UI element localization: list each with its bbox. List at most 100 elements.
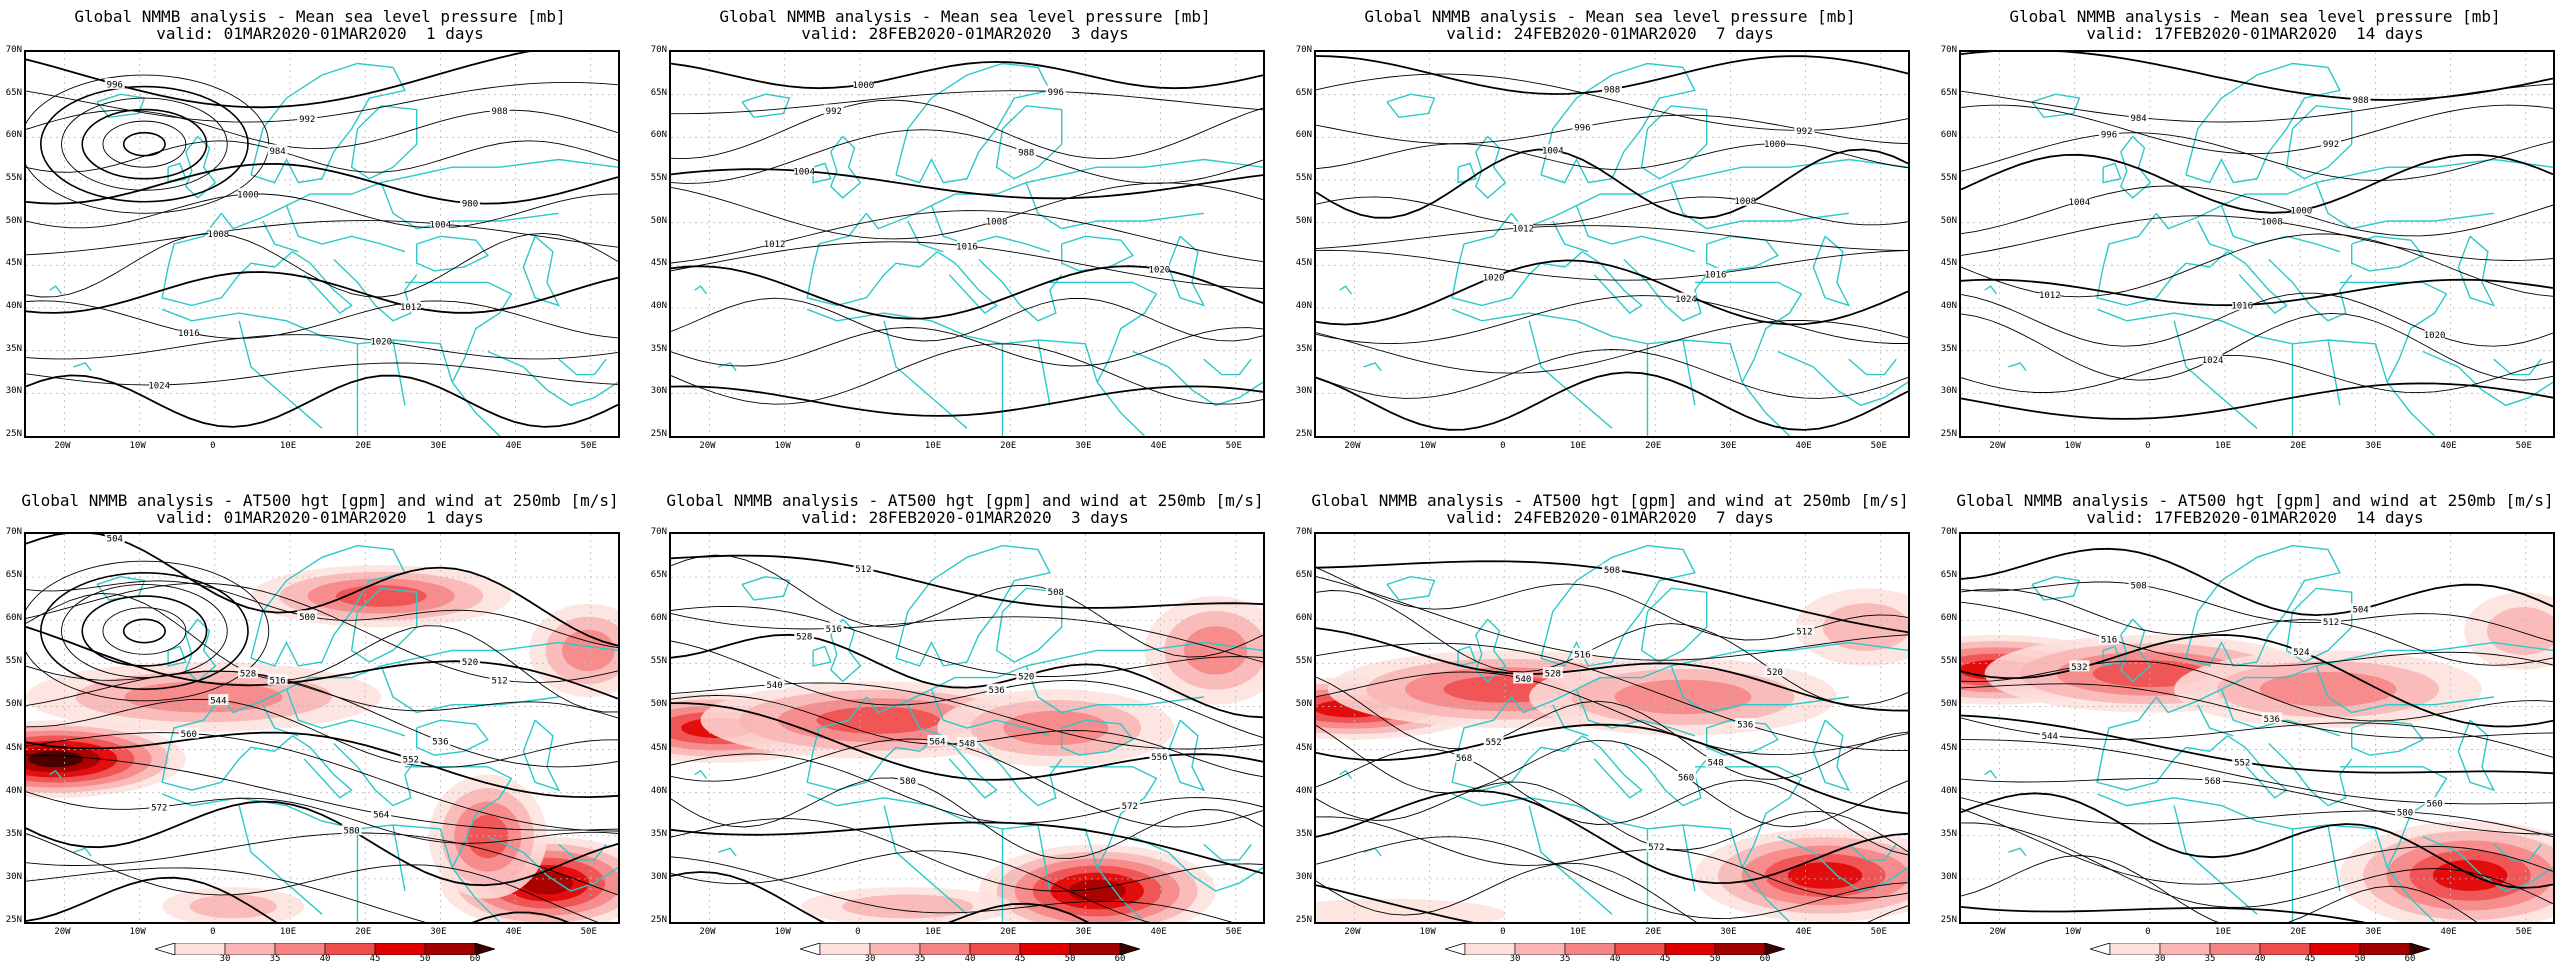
lon-label: 10W [774,927,791,937]
panel-title: Global NMMB analysis - AT500 hgt [gpm] a… [0,492,640,526]
contour-label: 992 [1796,127,1812,137]
contour-label-bg [986,683,1007,695]
lat-label: 25N [1295,915,1312,925]
coastline [2285,587,2353,663]
contour-line [26,334,618,360]
contour-label: 988 [1604,86,1620,96]
contour-line [1961,792,2553,889]
contour-label: 560 [181,730,197,740]
lat-label: 30N [1940,386,1957,397]
contour-label-bg [430,735,451,747]
contour-label-bg [2321,137,2341,149]
contour-line [26,81,618,123]
panel-valid-text: valid: 01MAR2020-01MAR2020 1 days [156,508,484,527]
coastline [350,587,418,663]
colorbar-tick: 40 [319,954,331,964]
contour-label-bg [1602,83,1622,95]
map-canvas: 504 508 512 516 524 532 536 544 552 560 568 580 [1961,534,2553,922]
colorbar-tick: 30 [864,954,876,964]
map-frame: 1000 996 992 988 1004 1008 1012 1016 1020 [669,50,1265,438]
contour-label: 552 [403,755,419,765]
coastline [1096,381,1146,436]
coastline [2031,575,2081,601]
coastline [829,135,862,199]
contour-label: 508 [1604,566,1620,576]
colorbar-tick: 30 [1509,954,1521,964]
colorbar-tick: 50 [2354,954,2366,964]
contour-line [1316,590,1908,706]
coastline [161,793,453,868]
coastline [2339,281,2448,383]
coastline [2119,135,2152,199]
coastline [487,350,618,407]
wind-speed-shading [2486,607,2553,655]
z500-panel: Global NMMB analysis - AT500 hgt [gpm] a… [1935,0,2560,964]
contour-line [26,832,618,896]
panel-valid-text: valid: 01MAR2020-01MAR2020 1 days [156,24,484,43]
coastline [262,220,299,253]
contour-label-bg [2202,353,2223,365]
contour-label-bg [1045,585,1066,597]
contour-line [1961,581,2553,643]
contour-label-bg [897,774,918,786]
contour-label-bg [2261,215,2282,227]
contour-line [1961,278,2553,307]
lon-label: 10E [279,441,297,451]
colorbar-tick: 60 [2404,954,2416,964]
panel-valid-text: valid: 28FEB2020-01MAR2020 3 days [801,508,1129,527]
contour-label: 1020 [1149,265,1171,275]
contour-label: 508 [2130,581,2146,591]
contour-line [671,554,1263,658]
map-canvas: 508 512 516 520 528 536 540 548 552 560 568 572 [1316,534,1908,922]
lon-label: 20W [54,441,71,451]
coastline [694,769,708,779]
contour-label-bg [371,807,392,819]
contour-line [671,554,1263,609]
coastline [220,158,618,230]
contour-line [1316,259,1908,326]
contour-label: 996 [1574,123,1590,133]
lon-label: 10W [1419,441,1436,451]
contour-line [671,613,1263,663]
panel-title-text: Global NMMB analysis - AT500 hgt [gpm] a… [1311,491,1909,510]
contour-line [1316,676,1908,780]
coastline [2227,251,2288,315]
map-canvas: 996 992 988 984 980 1000 1004 1008 1012 1016 1020 1… [26,52,618,436]
lat-label: 50N [5,699,22,710]
lat-label: 55N [5,173,22,183]
contour-label-bg [104,78,125,90]
lon-label: 50E [580,441,597,451]
coastline [2339,766,2448,869]
contour-line [1316,748,1908,856]
contour-label-bg [2232,756,2253,768]
contour-line [26,220,618,256]
colorbar-low-triangle [153,942,176,956]
contour-line [671,297,1263,342]
coastline [1812,719,1851,792]
contour-line [1961,739,2553,805]
panel-title-text: Global NMMB analysis - AT500 hgt [gpm] a… [1956,491,2554,510]
lat-label: 35N [5,343,22,354]
lat-label: 70N [1940,45,1957,55]
lat-label: 70N [5,45,22,55]
lat-label: 40N [1295,301,1312,311]
lon-label: 20W [1989,927,2006,937]
panel-title-text: Global NMMB analysis - AT500 hgt [gpm] a… [666,491,1264,510]
contour-label-bg [823,104,844,116]
lon-label: 20E [2290,441,2307,451]
contour-label: 516 [269,676,285,686]
coastline [2386,867,2436,922]
coastline [220,641,618,714]
contour-label-bg [764,678,785,690]
lon-label: 30E [430,441,447,451]
map-frame: 988 992 996 1000 1004 1008 1012 1016 1020 1024 [1314,50,1910,438]
lon-label: 40E [1150,441,1167,451]
contour-label: 1000 [853,81,875,91]
wind-speed-shading [1316,898,1506,922]
coastline [1457,162,1477,184]
lon-label: 40E [1150,927,1167,937]
contour-label: 528 [240,670,256,680]
contour-label-bg [208,227,229,239]
contour-label-bg [1764,137,1785,149]
contour-line [26,754,618,831]
